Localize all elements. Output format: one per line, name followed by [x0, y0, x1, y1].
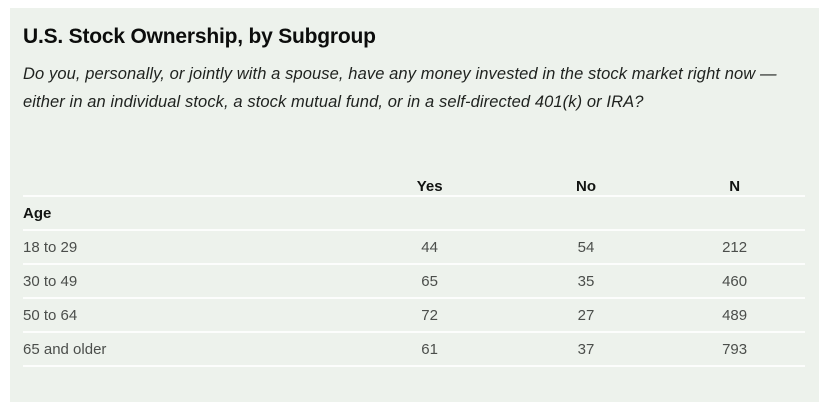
- cell-n: 212: [722, 238, 748, 256]
- table-body: Age 18 to 29 44 54 212 30 to 49 65 35 46…: [23, 196, 805, 366]
- cell-no: 35: [577, 272, 595, 290]
- row-label: 30 to 49: [23, 272, 78, 290]
- table-row: 50 to 64 72 27 489: [23, 298, 805, 332]
- ownership-table: Yes No N Age 18 to 29 44 54 212 30 to 49…: [23, 165, 805, 367]
- cell-n: 489: [722, 306, 748, 324]
- cell-no: 54: [577, 238, 595, 256]
- survey-question: Do you, personally, or jointly with a sp…: [23, 65, 777, 111]
- group-label: Age: [23, 204, 52, 222]
- cell-yes: 72: [421, 306, 438, 324]
- empty-cell: [351, 196, 507, 230]
- column-header-n: N: [664, 165, 805, 197]
- cell-yes: 65: [421, 272, 438, 290]
- cell-n: 460: [722, 272, 748, 290]
- empty-cell: [664, 196, 805, 230]
- stock-ownership-panel: U.S. Stock Ownership, by Subgroup Do you…: [10, 8, 819, 402]
- cell-yes: 61: [421, 340, 438, 358]
- column-header-no: No: [507, 165, 665, 197]
- table-row: 30 to 49 65 35 460: [23, 264, 805, 298]
- column-header-label: [23, 165, 352, 197]
- cell-yes: 44: [421, 238, 438, 256]
- row-label: 18 to 29: [23, 238, 78, 256]
- cell-no: 27: [577, 306, 595, 324]
- column-header-yes: Yes: [351, 165, 508, 197]
- empty-cell: [508, 196, 664, 230]
- header-row: Yes No N: [23, 165, 805, 197]
- table-row: 65 and older 61 37 793: [23, 332, 805, 366]
- group-row-age: Age: [23, 196, 805, 230]
- table-header: Yes No N: [23, 165, 805, 197]
- cell-n: 793: [722, 340, 748, 358]
- row-label: 65 and older: [23, 340, 107, 358]
- page-title: U.S. Stock Ownership, by Subgroup: [23, 25, 376, 48]
- table-row: 18 to 29 44 54 212: [23, 230, 805, 264]
- cell-no: 37: [577, 340, 595, 358]
- row-label: 50 to 64: [23, 306, 78, 324]
